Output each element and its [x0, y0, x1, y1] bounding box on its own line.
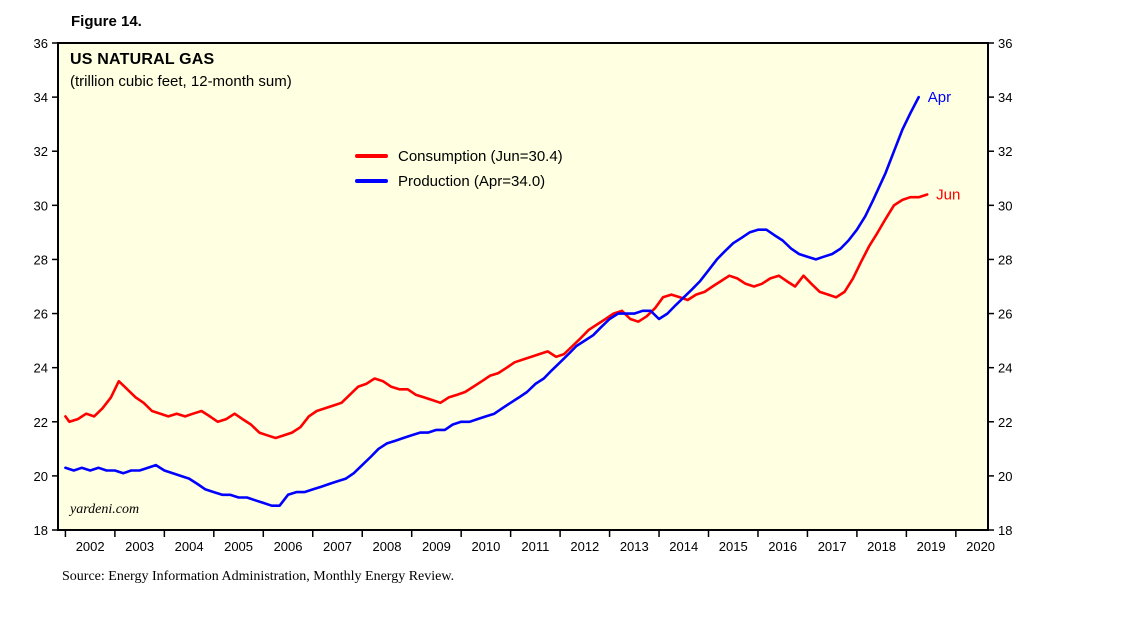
- x-axis-label: 2008: [373, 539, 402, 554]
- y-axis-label-right: 30: [998, 198, 1012, 213]
- x-axis-label: 2007: [323, 539, 352, 554]
- series-end-label-jun: Jun: [936, 187, 960, 204]
- consumption-line-swatch: [355, 154, 388, 158]
- legend-label-production: Production (Apr=34.0): [398, 172, 546, 190]
- x-axis-label: 2005: [224, 539, 253, 554]
- y-axis-label-right: 26: [998, 307, 1012, 322]
- x-axis-label: 2010: [471, 539, 500, 554]
- plot-area: [57, 42, 989, 531]
- y-axis-label-right: 36: [998, 36, 1012, 51]
- x-axis-label: 2019: [917, 539, 946, 554]
- chart-title: US NATURAL GAS: [70, 51, 215, 68]
- y-axis-label-left: 18: [34, 523, 48, 538]
- y-axis-label-right: 22: [998, 415, 1012, 430]
- x-axis-label: 2003: [125, 539, 154, 554]
- x-axis-label: 2015: [719, 539, 748, 554]
- source-note: Source: Energy Information Administratio…: [62, 569, 455, 584]
- y-axis-label-right: 28: [998, 252, 1012, 267]
- legend-label-consumption: Consumption (Jun=30.4): [398, 147, 563, 165]
- y-axis-label-right: 20: [998, 469, 1012, 484]
- y-axis-label-right: 24: [998, 361, 1012, 376]
- x-axis-label: 2016: [768, 539, 797, 554]
- production-line-swatch: [355, 179, 388, 183]
- y-axis-label-left: 34: [34, 90, 48, 105]
- y-axis-label-left: 28: [34, 252, 48, 267]
- x-axis-label: 2009: [422, 539, 451, 554]
- y-axis-label-right: 34: [998, 90, 1012, 105]
- legend: Consumption (Jun=30.4) Production (Apr=3…: [355, 147, 563, 190]
- x-axis-label: 2014: [669, 539, 698, 554]
- x-axis-label: 2006: [274, 539, 303, 554]
- x-axis-label: 2017: [818, 539, 847, 554]
- x-axis-label: 2013: [620, 539, 649, 554]
- y-axis-label-right: 32: [998, 144, 1012, 159]
- x-axis-label: 2004: [175, 539, 204, 554]
- series-end-label-apr: Apr: [928, 89, 951, 106]
- x-axis-label: 2011: [521, 539, 549, 554]
- series-line-apr: [64, 95, 921, 508]
- y-axis-label-left: 36: [34, 36, 48, 51]
- x-axis-label: 2002: [76, 539, 105, 554]
- legend-item-production: Production (Apr=34.0): [355, 172, 563, 190]
- series-line-jun: [64, 193, 929, 440]
- figure-label: Figure 14.: [71, 13, 142, 30]
- chart-subtitle: (trillion cubic feet, 12-month sum): [70, 73, 292, 90]
- x-axis-label: 2020: [966, 539, 995, 554]
- y-axis-label-right: 18: [998, 523, 1012, 538]
- y-axis-label-left: 30: [34, 198, 48, 213]
- legend-item-consumption: Consumption (Jun=30.4): [355, 147, 563, 165]
- y-axis-label-left: 24: [34, 361, 48, 376]
- y-axis-label-left: 32: [34, 144, 48, 159]
- y-axis-label-left: 26: [34, 307, 48, 322]
- y-axis-label-left: 22: [34, 415, 48, 430]
- x-axis-label: 2012: [570, 539, 599, 554]
- watermark-yardeni: yardeni.com: [70, 502, 140, 517]
- x-axis-label: 2018: [867, 539, 896, 554]
- y-axis-label-left: 20: [34, 469, 48, 484]
